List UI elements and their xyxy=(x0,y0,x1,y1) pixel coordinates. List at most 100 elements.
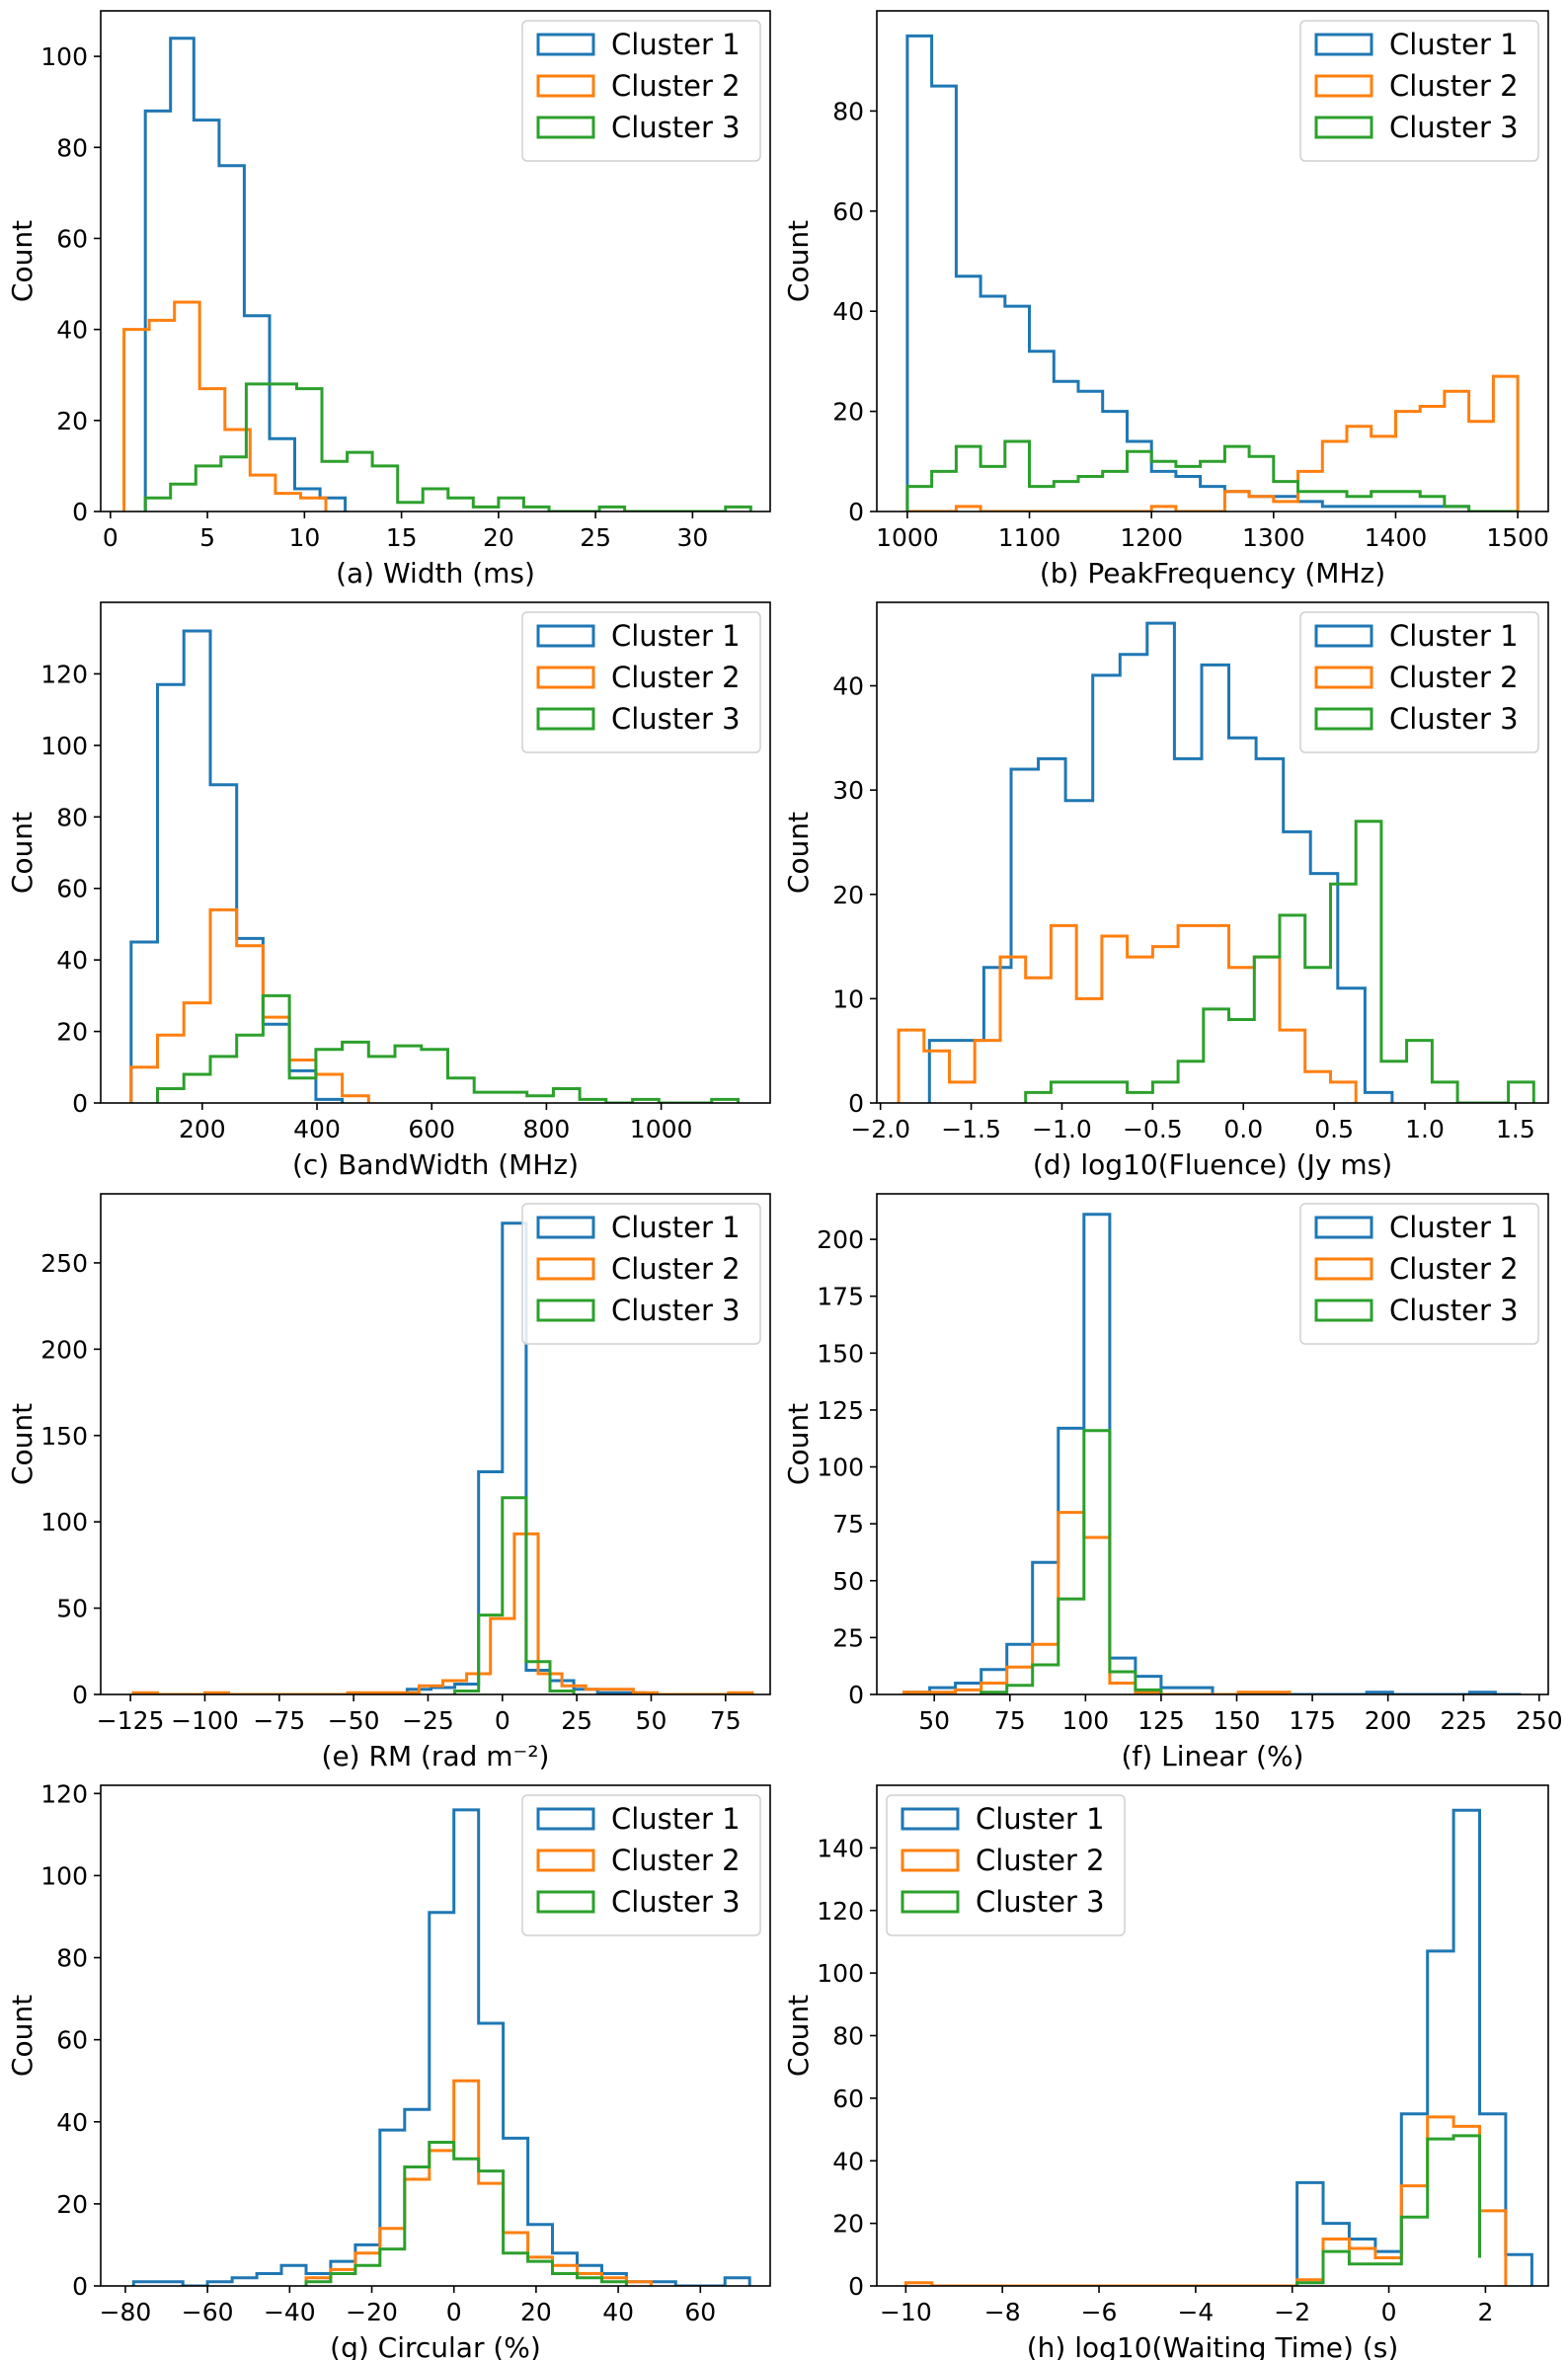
legend-label-cluster-1: Cluster 1 xyxy=(611,1802,741,1836)
axes-frame-b xyxy=(876,10,1549,512)
panel-d: −2.0 −1.5 −1.0 −0.5 0.0 0.5 1.0 1.5 0 10 20 30 40 (d)… xyxy=(782,601,1549,1181)
y-axis-label-c: Count xyxy=(6,812,39,894)
axes-frame-f xyxy=(876,1193,1549,1695)
y-tick-label: 20 xyxy=(56,2190,88,2219)
x-tick-label: −80 xyxy=(100,2298,152,2326)
legend-label-cluster-1: Cluster 1 xyxy=(1389,1211,1519,1244)
x-tick-label: −1.5 xyxy=(941,1115,1001,1143)
x-tick-label: −6 xyxy=(1081,2298,1118,2326)
x-axis-label-f: (f) Linear (%) xyxy=(1122,1740,1304,1772)
panel-e: −125 −100 −75 −50 −25 0 25 50 75 0 50 100 150 200 250 (… xyxy=(6,1193,771,1772)
histogram-a-cluster-3 xyxy=(143,382,752,511)
x-tick-label: −4 xyxy=(1177,2298,1214,2326)
y-tick-label: 60 xyxy=(56,2026,88,2055)
y-tick-label: 100 xyxy=(817,1959,864,1988)
x-tick-label: −100 xyxy=(171,1706,239,1735)
x-tick-label: −0.5 xyxy=(1123,1115,1183,1143)
y-tick-label: 175 xyxy=(817,1283,864,1311)
histogram-c-cluster-2 xyxy=(129,907,370,1103)
y-tick-label: 80 xyxy=(56,1944,88,1973)
legend-label-cluster-1: Cluster 1 xyxy=(611,1211,741,1244)
x-tick-label: 0 xyxy=(446,2298,462,2326)
y-tick-label: 80 xyxy=(832,97,864,125)
y-tick-label: 100 xyxy=(40,1861,88,1890)
y-axis-label-h: Count xyxy=(782,1995,815,2077)
y-tick-label: 60 xyxy=(56,224,88,253)
histogram-e-cluster-2 xyxy=(131,1532,754,1694)
legend-swatch-cluster-2 xyxy=(901,1849,960,1872)
legend-label-cluster-3: Cluster 3 xyxy=(976,1885,1105,1919)
legend-label-cluster-3: Cluster 3 xyxy=(1389,702,1519,736)
x-tick-label: 175 xyxy=(1289,1706,1336,1735)
x-tick-label: 75 xyxy=(710,1706,742,1735)
legend-swatch-cluster-3 xyxy=(1314,707,1373,731)
legend-swatch-cluster-3 xyxy=(1314,116,1373,139)
legend-swatch-cluster-1 xyxy=(1314,1216,1373,1239)
histogram-f-cluster-1 xyxy=(902,1213,1522,1694)
legend-swatch-cluster-3 xyxy=(536,1890,595,1914)
y-tick-label: 30 xyxy=(832,776,864,805)
y-tick-label: 100 xyxy=(40,42,88,71)
x-tick-label: 40 xyxy=(602,2298,634,2326)
x-tick-label: 150 xyxy=(1214,1706,1261,1735)
legend-swatch-cluster-2 xyxy=(536,1257,595,1281)
x-tick-label: 0 xyxy=(103,523,118,552)
x-tick-label: 250 xyxy=(1516,1706,1563,1735)
x-tick-label: 1300 xyxy=(1242,523,1305,552)
y-tick-label: 20 xyxy=(832,881,864,909)
histogram-h-cluster-1 xyxy=(1295,1808,1533,2286)
legend-e: Cluster 1 Cluster 2 Cluster 3 xyxy=(521,1203,761,1345)
legend-g: Cluster 1 Cluster 2 Cluster 3 xyxy=(521,1794,761,1936)
y-tick-label: 20 xyxy=(832,398,864,427)
legend-label-cluster-3: Cluster 3 xyxy=(1389,111,1519,144)
legend-label-cluster-2: Cluster 2 xyxy=(611,1252,741,1286)
x-tick-label: −2.0 xyxy=(850,1115,910,1143)
x-tick-label: 0.5 xyxy=(1314,1115,1354,1143)
legend-swatch-cluster-3 xyxy=(536,116,595,139)
legend-swatch-cluster-3 xyxy=(1314,1298,1373,1322)
y-axis-label-f: Count xyxy=(782,1403,815,1485)
x-tick-label: 600 xyxy=(408,1115,455,1143)
x-tick-label: −40 xyxy=(264,2298,316,2326)
x-tick-label: 1000 xyxy=(630,1115,693,1143)
x-tick-label: −20 xyxy=(346,2298,398,2326)
histogram-b-cluster-3 xyxy=(905,439,1519,511)
x-tick-label: 0 xyxy=(1381,2298,1397,2326)
histogram-d-cluster-2 xyxy=(897,923,1358,1103)
legend-swatch-cluster-3 xyxy=(536,707,595,731)
y-axis-label-e: Count xyxy=(6,1403,39,1485)
y-axis-label-d: Count xyxy=(782,812,815,894)
y-tick-label: 40 xyxy=(832,672,864,701)
x-tick-label: 400 xyxy=(293,1115,341,1143)
y-tick-label: 200 xyxy=(817,1225,864,1254)
x-tick-label: −8 xyxy=(984,2298,1021,2326)
legend-swatch-cluster-2 xyxy=(536,74,595,98)
y-tick-label: 20 xyxy=(56,1018,88,1047)
y-tick-label: 10 xyxy=(832,984,864,1013)
x-tick-label: 1200 xyxy=(1120,523,1183,552)
y-axis-label-a: Count xyxy=(6,220,39,302)
legend-label-cluster-3: Cluster 3 xyxy=(611,1885,741,1919)
legend-label-cluster-2: Cluster 2 xyxy=(1389,661,1519,694)
legend-swatch-cluster-1 xyxy=(901,1807,960,1831)
legend-swatch-cluster-2 xyxy=(536,666,595,689)
legend-label-cluster-1: Cluster 1 xyxy=(611,28,741,61)
y-tick-label: 125 xyxy=(817,1396,864,1425)
legend-swatch-cluster-2 xyxy=(1314,1257,1373,1281)
y-tick-label: 40 xyxy=(56,316,88,345)
legend-swatch-cluster-1 xyxy=(536,1807,595,1831)
histogram-c-cluster-1 xyxy=(129,629,345,1103)
axes-frame-g xyxy=(100,1784,771,2287)
y-tick-label: 80 xyxy=(56,133,88,162)
x-tick-label: 20 xyxy=(483,523,514,552)
panel-f: 50 75 100 125 150 175 200 225 250 0 25 50 75 100 125 15… xyxy=(782,1193,1563,1772)
x-tick-label: −125 xyxy=(97,1706,165,1735)
legend-label-cluster-2: Cluster 2 xyxy=(1389,69,1519,103)
histogram-b-cluster-1 xyxy=(905,34,1519,511)
y-tick-label: 0 xyxy=(848,2272,864,2301)
legend-f: Cluster 1 Cluster 2 Cluster 3 xyxy=(1299,1203,1539,1345)
legend-swatch-cluster-1 xyxy=(536,33,595,56)
legend-label-cluster-1: Cluster 1 xyxy=(1389,619,1519,653)
axes-frame-d xyxy=(876,601,1549,1104)
